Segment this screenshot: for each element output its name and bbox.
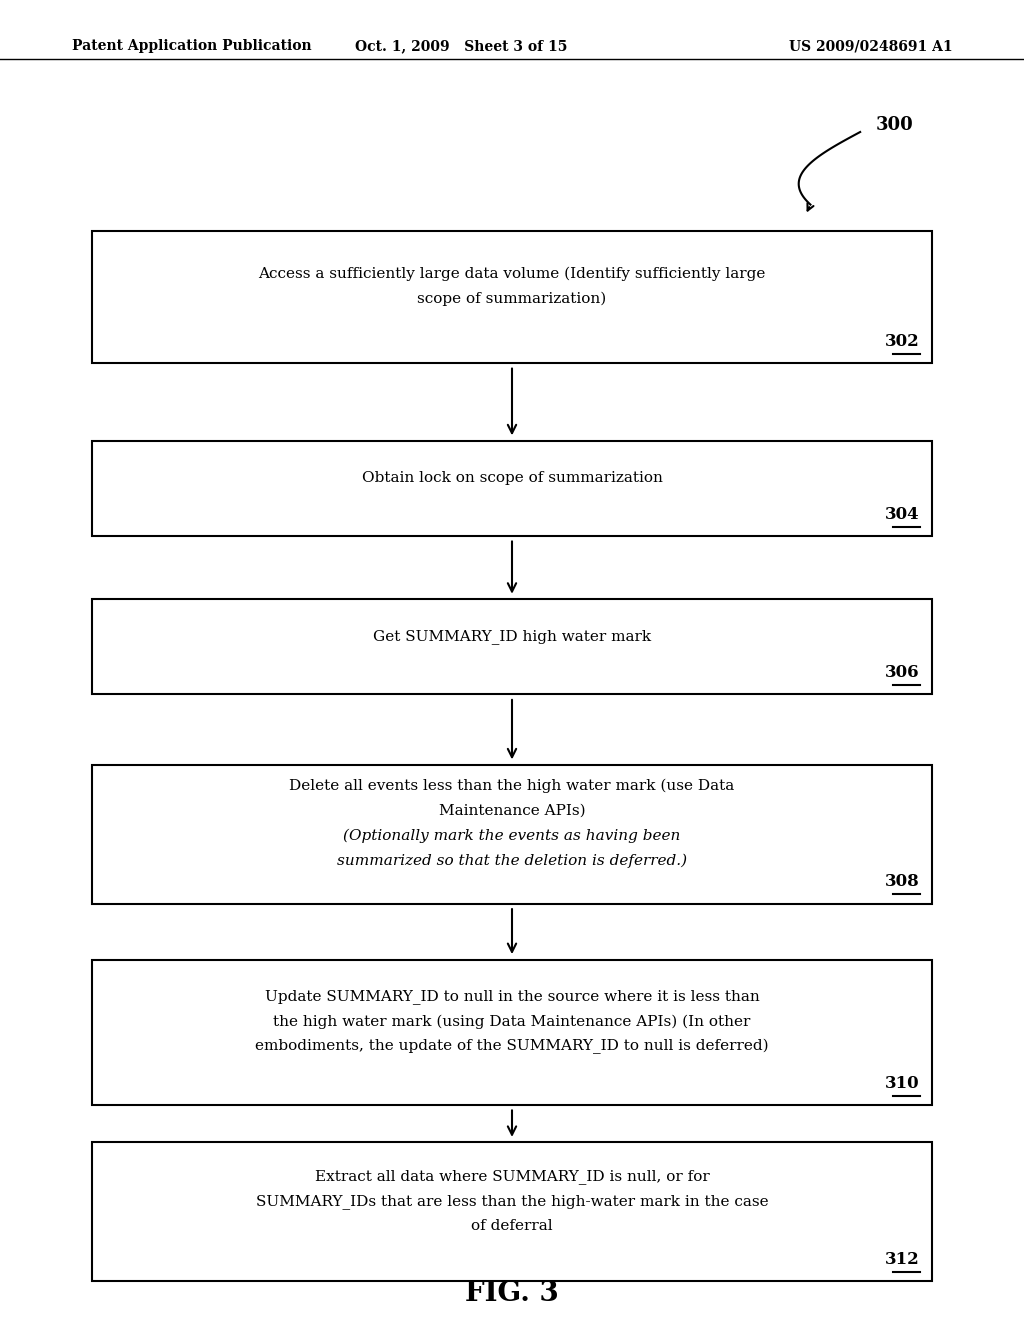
Text: 306: 306 bbox=[885, 664, 920, 681]
Bar bbox=[92, 599, 932, 694]
Text: 308: 308 bbox=[885, 874, 920, 890]
Text: Update SUMMARY_ID to null in the source where it is less than: Update SUMMARY_ID to null in the source … bbox=[264, 989, 760, 1005]
Text: Patent Application Publication: Patent Application Publication bbox=[72, 40, 311, 53]
Text: 304: 304 bbox=[885, 506, 920, 523]
Text: (Optionally mark the events as having been: (Optionally mark the events as having be… bbox=[343, 829, 681, 843]
Text: SUMMARY_IDs that are less than the high-water mark in the case: SUMMARY_IDs that are less than the high-… bbox=[256, 1193, 768, 1209]
Bar bbox=[92, 1142, 932, 1280]
Text: Delete all events less than the high water mark (use Data: Delete all events less than the high wat… bbox=[290, 779, 734, 793]
Bar bbox=[92, 441, 932, 536]
Text: FIG. 3: FIG. 3 bbox=[465, 1280, 559, 1307]
Text: Get SUMMARY_ID high water mark: Get SUMMARY_ID high water mark bbox=[373, 628, 651, 644]
Text: of deferral: of deferral bbox=[471, 1220, 553, 1233]
Text: scope of summarization): scope of summarization) bbox=[418, 292, 606, 306]
Text: Oct. 1, 2009   Sheet 3 of 15: Oct. 1, 2009 Sheet 3 of 15 bbox=[354, 40, 567, 53]
Text: embodiments, the update of the SUMMARY_ID to null is deferred): embodiments, the update of the SUMMARY_I… bbox=[255, 1039, 769, 1055]
Bar bbox=[92, 766, 932, 903]
Text: Maintenance APIs): Maintenance APIs) bbox=[438, 804, 586, 818]
Text: summarized so that the deletion is deferred.): summarized so that the deletion is defer… bbox=[337, 854, 687, 869]
Text: 300: 300 bbox=[876, 116, 913, 135]
Text: Obtain lock on scope of summarization: Obtain lock on scope of summarization bbox=[361, 471, 663, 484]
Text: Access a sufficiently large data volume (Identify sufficiently large: Access a sufficiently large data volume … bbox=[258, 267, 766, 281]
Bar bbox=[92, 960, 932, 1105]
Bar bbox=[92, 231, 932, 363]
Text: Extract all data where SUMMARY_ID is null, or for: Extract all data where SUMMARY_ID is nul… bbox=[314, 1168, 710, 1184]
Text: 310: 310 bbox=[885, 1074, 920, 1092]
Text: 312: 312 bbox=[885, 1251, 920, 1267]
Text: US 2009/0248691 A1: US 2009/0248691 A1 bbox=[788, 40, 952, 53]
Text: 302: 302 bbox=[885, 333, 920, 350]
Text: the high water mark (using Data Maintenance APIs) (In other: the high water mark (using Data Maintena… bbox=[273, 1015, 751, 1028]
